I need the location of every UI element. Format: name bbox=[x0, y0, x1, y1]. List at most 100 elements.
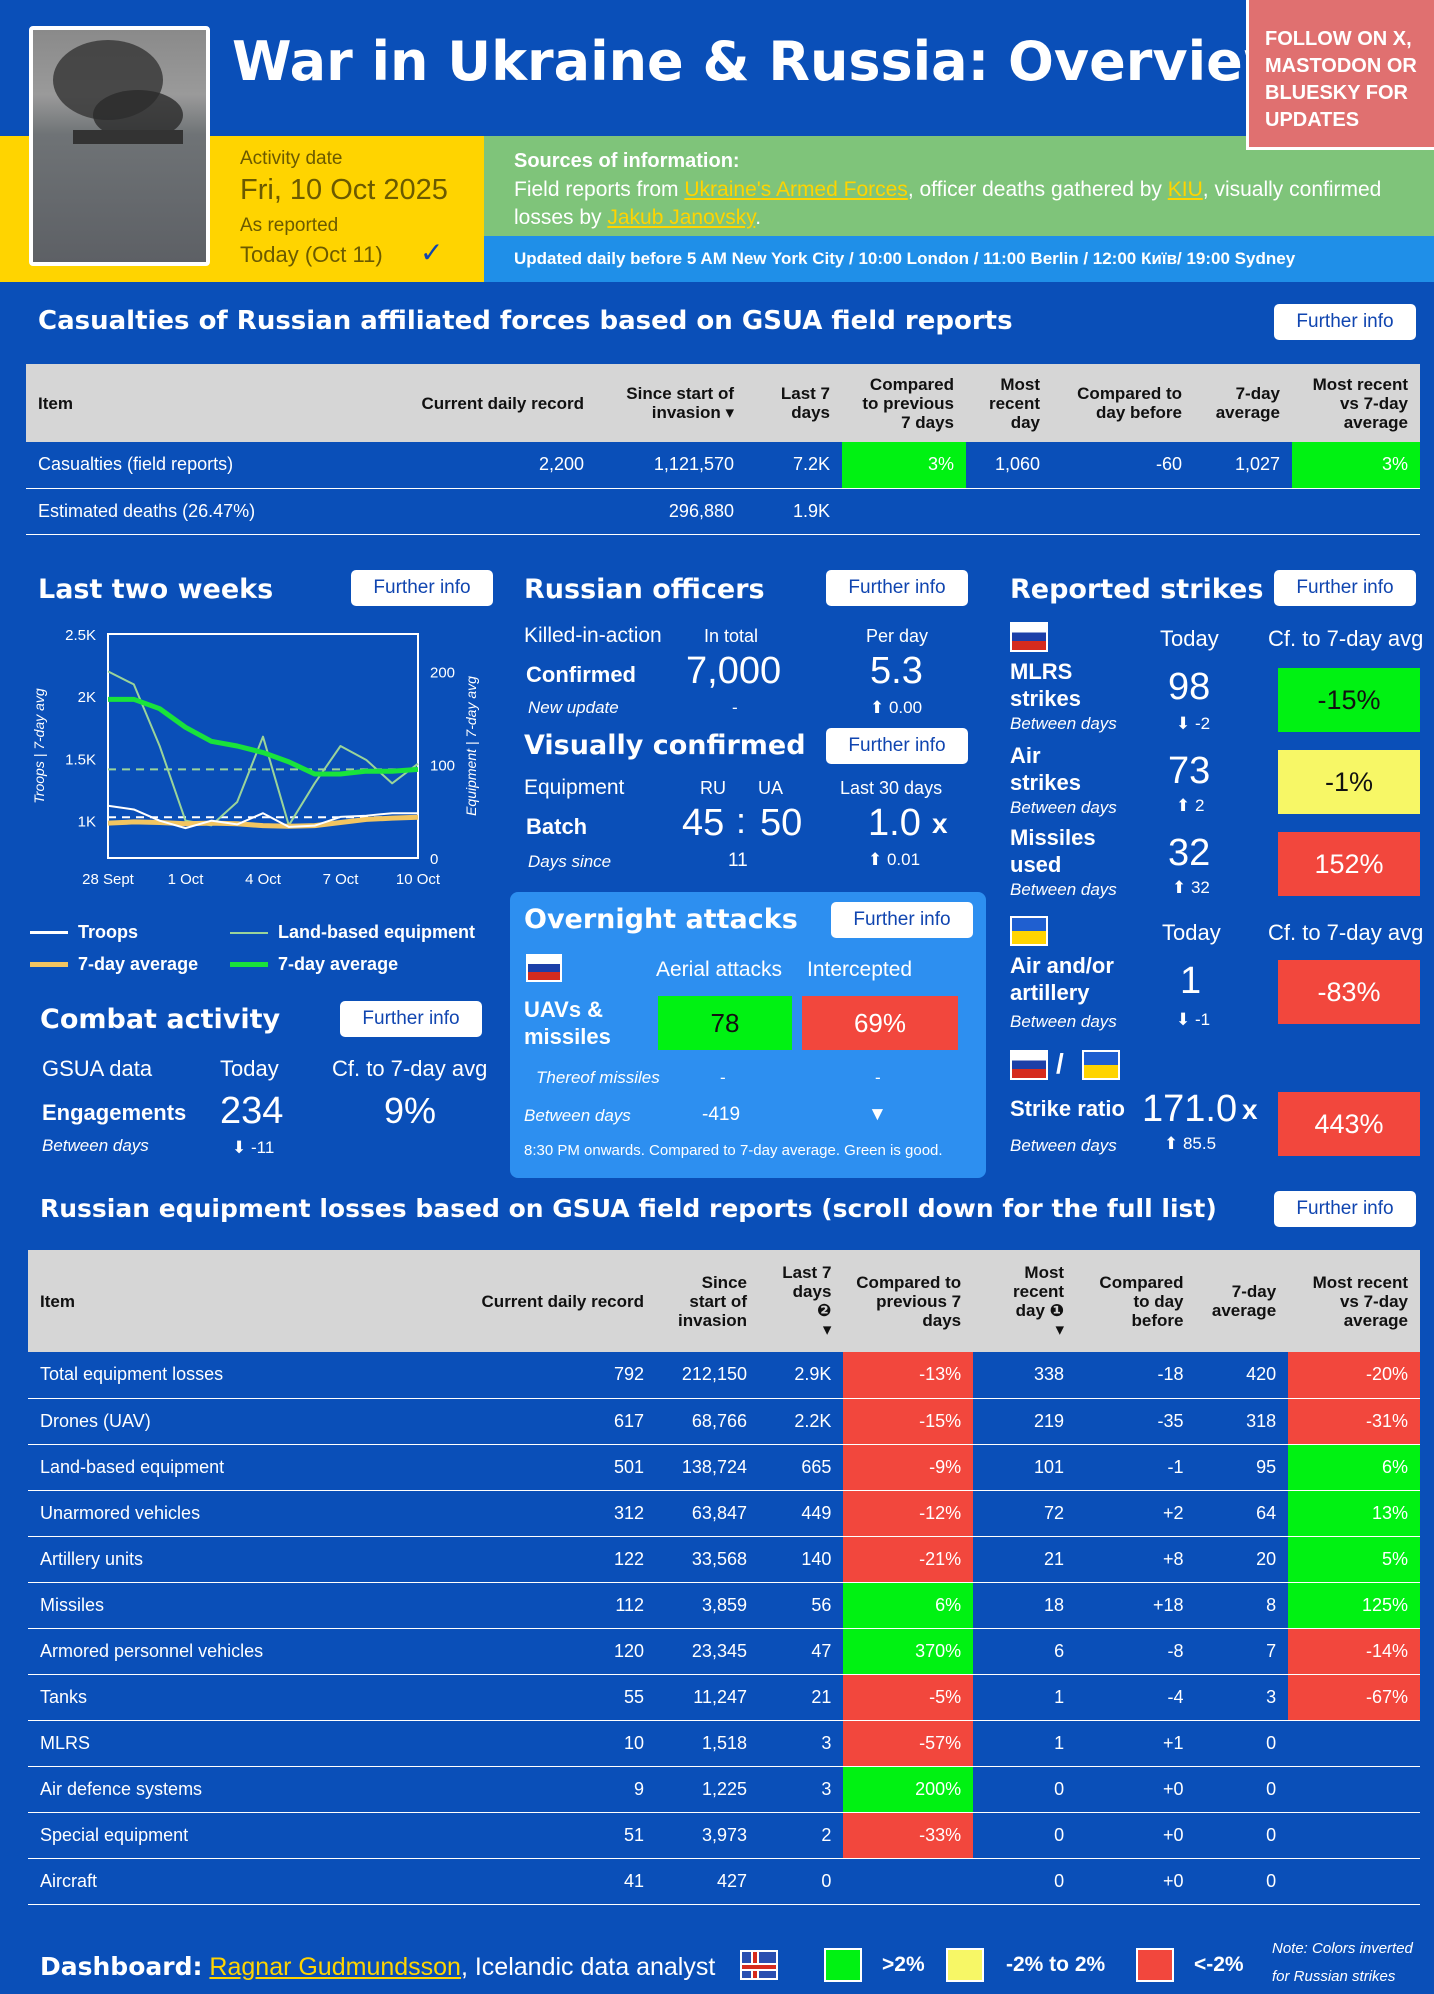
combat-today-header: Today bbox=[220, 1056, 279, 1081]
link-armed-forces[interactable]: Ukraine's Armed Forces bbox=[684, 178, 908, 201]
ru-header: RU bbox=[700, 778, 726, 798]
mlrs-between: Between days bbox=[1010, 714, 1117, 733]
thereof-label: Thereof missiles bbox=[536, 1068, 660, 1087]
perday-header: Per day bbox=[866, 626, 929, 646]
engagements-value: 234 bbox=[220, 1090, 284, 1132]
y-axis-label: Troops | 7-day avg bbox=[31, 688, 47, 804]
strikes-further-info-button[interactable]: Further info bbox=[1274, 570, 1416, 606]
ratio-pct: 443% bbox=[1278, 1092, 1420, 1156]
header-photo bbox=[29, 26, 210, 266]
kia-label: Killed-in-action bbox=[524, 624, 662, 647]
legend-troops-avg: 7-day average bbox=[30, 954, 198, 975]
reported-value: Today (Oct 11) bbox=[240, 242, 383, 267]
casualties-further-info-button[interactable]: Further info bbox=[1274, 304, 1416, 340]
col-7day-avg: 7-day average bbox=[1195, 1250, 1289, 1352]
ratio-change: ⬆ 0.01 bbox=[868, 850, 921, 869]
ua-between: Between days bbox=[1010, 1012, 1117, 1031]
ukraine-flag-icon bbox=[1010, 916, 1048, 946]
ua-change: ⬇ -1 bbox=[1176, 1010, 1211, 1029]
legend-equip: Land-based equipment bbox=[230, 922, 475, 943]
legend-yellow-swatch bbox=[946, 1948, 984, 1982]
table-row: Tanks 55 11,247 21 -5% 1 -4 3 -67% bbox=[28, 1674, 1420, 1721]
combat-title: Combat activity bbox=[40, 1004, 281, 1035]
y-tick-label: 1.5K bbox=[65, 751, 96, 768]
footer-note-1: Note: Colors inverted bbox=[1272, 1940, 1413, 1957]
header-title-bar bbox=[0, 0, 1434, 136]
combat-further-info-button[interactable]: Further info bbox=[340, 1001, 482, 1037]
col-daily-record: Current daily record bbox=[376, 364, 596, 442]
engagements-between: Between days bbox=[42, 1136, 149, 1155]
overnight-note: 8:30 PM onwards. Compared to 7-day avera… bbox=[524, 1142, 943, 1159]
col-item: Item bbox=[28, 1250, 440, 1352]
casualties-table: Item Current daily record Since start of… bbox=[26, 364, 1420, 535]
equipment-line bbox=[107, 670, 419, 827]
link-kiu[interactable]: KIU bbox=[1167, 178, 1203, 201]
strike-ratio-value: 171.0 bbox=[1142, 1088, 1238, 1130]
missiles-label: Missiles used bbox=[1010, 825, 1096, 877]
new-update-value: - bbox=[732, 698, 738, 717]
sources-title: Sources of information: bbox=[514, 150, 740, 172]
two-weeks-further-info-button[interactable]: Further info bbox=[351, 570, 493, 606]
total-header: In total bbox=[704, 626, 759, 646]
equipment-further-info-button[interactable]: Further info bbox=[1274, 1191, 1416, 1227]
mlrs-value: 98 bbox=[1168, 666, 1211, 708]
y-tick-label: 2.5K bbox=[65, 627, 96, 644]
link-janovsky[interactable]: Jakub Janovsky bbox=[607, 206, 756, 229]
x-tick-label: 28 Sept bbox=[82, 871, 135, 888]
sources-text: Field reports from Ukraine's Armed Force… bbox=[514, 178, 1382, 229]
table-row: MLRS 10 1,518 3 -57% 1 +1 0 bbox=[28, 1720, 1420, 1767]
legend-red-swatch bbox=[1136, 1948, 1174, 1982]
visual-title: Visually confirmed bbox=[524, 730, 806, 761]
new-update-label: New update bbox=[528, 698, 619, 717]
x-tick-label: 4 Oct bbox=[245, 871, 282, 888]
air-label: Air strikes bbox=[1010, 743, 1081, 795]
follow-badge[interactable]: FOLLOW ON X, MASTODON OR BLUESKY FOR UPD… bbox=[1246, 0, 1434, 150]
footer-label: Dashboard: bbox=[40, 1952, 203, 1981]
legend-green-label: >2% bbox=[882, 1953, 925, 1976]
col-most-recent: Most recent day bbox=[966, 364, 1052, 442]
col-last-7[interactable]: Last 7 days ❷ ▾ bbox=[758, 1250, 844, 1352]
two-weeks-title: Last two weeks bbox=[38, 574, 274, 605]
troops-line bbox=[107, 804, 418, 830]
colon: : bbox=[736, 800, 747, 841]
ua-today-header: Today bbox=[1162, 920, 1221, 945]
mlrs-pct: -15% bbox=[1278, 668, 1420, 732]
air-change: ⬆ 2 bbox=[1176, 796, 1205, 815]
officers-further-info-button[interactable]: Further info bbox=[826, 570, 968, 606]
legend-green-swatch bbox=[824, 1948, 862, 1982]
table-row: Unarmored vehicles 312 63,847 449 -12% 72 +2 64… bbox=[28, 1490, 1420, 1537]
table-row: Missiles 112 3,859 56 6% 18 +18 8 125% bbox=[28, 1582, 1420, 1629]
engagements-change: ⬇ -11 bbox=[232, 1138, 275, 1157]
col-last-7: Last 7 days bbox=[746, 364, 842, 442]
troops-avg-line bbox=[107, 814, 419, 829]
ua-strike-value: 1 bbox=[1180, 960, 1202, 1002]
table-row: Total equipment losses 792 212,150 2.9K -13%… bbox=[28, 1352, 1420, 1399]
aerial-value: 78 bbox=[658, 996, 792, 1050]
visual-further-info-button[interactable]: Further info bbox=[826, 728, 968, 764]
x-tick-label: 1 Oct bbox=[168, 871, 205, 888]
col-most-recent[interactable]: Most recent day ❶ ▾ bbox=[973, 1250, 1077, 1352]
col-compared-prev: Compared to previous 7 days bbox=[843, 1250, 974, 1352]
strikes-cf-header: Cf. to 7-day avg bbox=[1268, 626, 1424, 651]
equipment-label: Equipment bbox=[524, 776, 625, 799]
activity-date: Fri, 10 Oct 2025 bbox=[240, 174, 448, 206]
y2-tick-label: 0 bbox=[430, 851, 438, 868]
ru-value: 45 bbox=[682, 802, 725, 844]
overnight-title: Overnight attacks bbox=[524, 904, 798, 935]
updated-bar bbox=[484, 236, 1434, 282]
col-since-start[interactable]: Since start of invasion ▾ bbox=[596, 364, 746, 442]
col-recent-vs-avg: Most recent vs 7-day average bbox=[1292, 364, 1420, 442]
y2-tick-label: 100 bbox=[430, 758, 455, 775]
table-row: Armored personnel vehicles 120 23,345 47 370… bbox=[28, 1628, 1420, 1675]
follow-text: FOLLOW ON X, MASTODON OR BLUESKY FOR UPD… bbox=[1265, 28, 1417, 131]
x-tick-label: 10 Oct bbox=[396, 871, 441, 888]
overnight-change: -419 bbox=[702, 1104, 741, 1125]
col-compared-day: Compared to day before bbox=[1052, 364, 1194, 442]
overnight-further-info-button[interactable]: Further info bbox=[831, 902, 973, 938]
officers-total: 7,000 bbox=[686, 650, 782, 692]
two-weeks-chart: 2.5K 2K 1.5K 1K 200 100 0 28 Sept 1 Oct 4 Oct 7 Oc… bbox=[31, 627, 479, 888]
ua-value: 50 bbox=[760, 802, 803, 844]
combat-cf-header: Cf. to 7-day avg bbox=[332, 1056, 488, 1081]
ratio-change: ⬆ 85.5 bbox=[1164, 1134, 1217, 1153]
author-link[interactable]: Ragnar Gudmundsson bbox=[209, 1953, 461, 1981]
